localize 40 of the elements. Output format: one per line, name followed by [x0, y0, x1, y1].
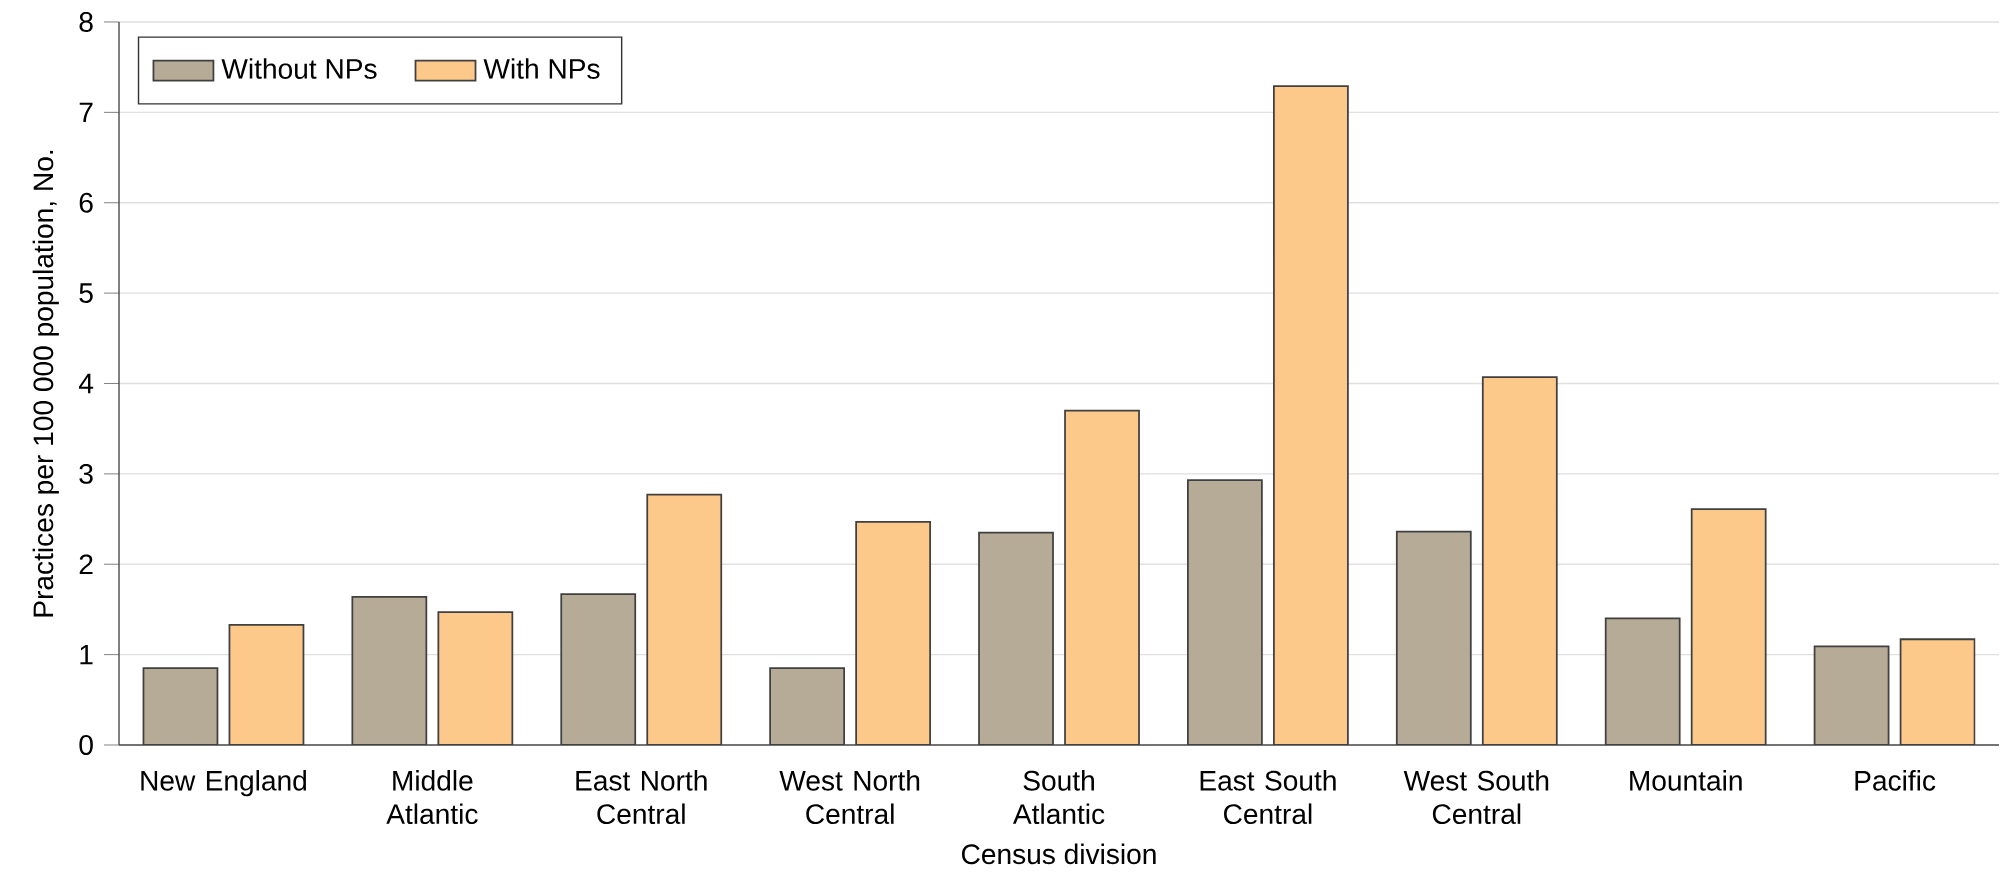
y-tick-label: 3 — [79, 463, 93, 484]
y-tick-label: 2 — [79, 554, 93, 575]
y-tick-label: 5 — [79, 283, 93, 303]
y-tick-label: 6 — [79, 192, 93, 213]
bar — [1899, 638, 1976, 745]
bar — [1690, 508, 1767, 745]
y-tick-label: 8 — [79, 12, 93, 32]
bar — [1604, 617, 1681, 745]
y-axis-title: Practices per 100 000 population, No. — [32, 150, 59, 617]
y-tick-label: 4 — [78, 373, 94, 394]
bar — [855, 520, 932, 745]
bar — [351, 595, 428, 745]
x-tick-label: New England — [141, 770, 307, 797]
legend-label: Without NPs — [221, 58, 377, 79]
bar — [1481, 376, 1558, 745]
bar — [142, 667, 219, 745]
bar — [1813, 645, 1890, 745]
x-tick-label: West South Central — [1403, 770, 1549, 825]
bar — [560, 593, 637, 745]
bar — [1064, 409, 1140, 745]
bar — [1273, 85, 1349, 745]
x-tick-label: West North Central — [779, 770, 920, 825]
x-tick-label: South Atlantic — [1012, 770, 1105, 825]
bar — [646, 493, 723, 745]
y-tick-label: 7 — [79, 102, 93, 123]
bar — [978, 531, 1054, 745]
bar — [769, 667, 845, 745]
bar — [1187, 479, 1263, 745]
bar — [1395, 530, 1472, 745]
legend-label: With NPs — [483, 58, 600, 79]
y-tick-label: 1 — [80, 644, 93, 665]
x-tick-label: Middle Atlantic — [386, 770, 478, 825]
y-tick-label: 0 — [79, 735, 93, 755]
x-tick-label: East North Central — [576, 770, 707, 825]
bar — [437, 611, 514, 745]
x-axis-title: Census division — [961, 843, 1156, 865]
x-tick-label: East South Central — [1200, 770, 1336, 825]
x-tick-label: Pacific — [1855, 770, 1936, 791]
bar — [228, 623, 305, 745]
x-tick-label: Mountain — [1630, 770, 1742, 791]
